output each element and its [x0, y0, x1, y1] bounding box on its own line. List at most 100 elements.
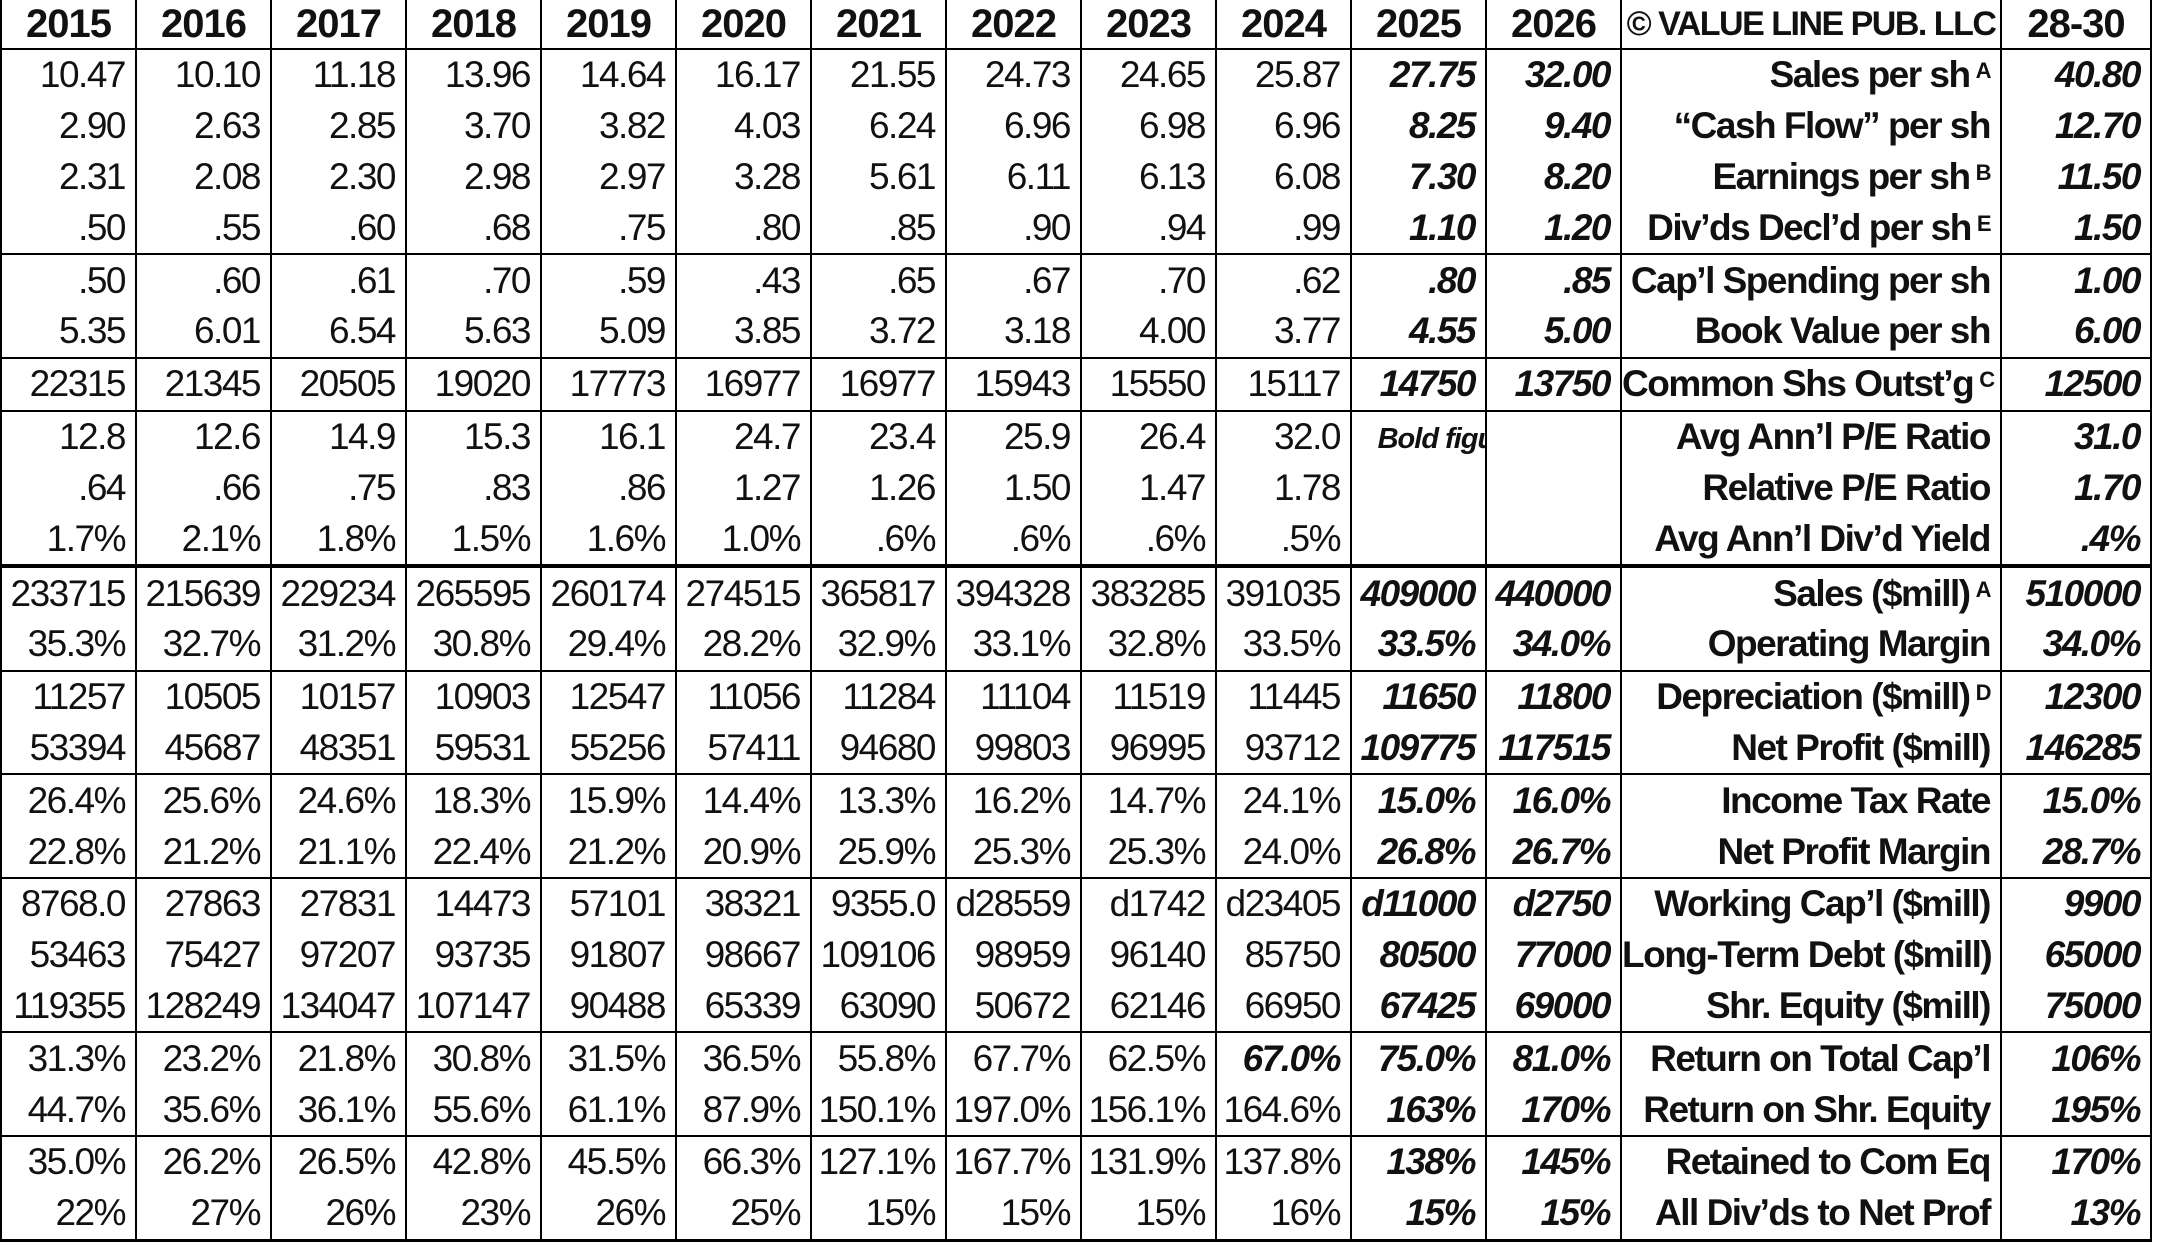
row-label-text: Earnings per sh — [1712, 156, 1971, 197]
row-label-text: Net Profit Margin — [1717, 830, 1991, 872]
data-cell: 14.64 — [540, 49, 677, 101]
data-cell: 8.20 — [1485, 151, 1622, 203]
data-cell: .64 — [0, 462, 137, 514]
data-cell: 383285 — [1080, 564, 1217, 619]
data-cell: 97207 — [270, 929, 407, 981]
data-cell: 35.6% — [135, 1084, 272, 1137]
data-cell: 26.8% — [1350, 826, 1487, 878]
data-cell: 1.0% — [675, 513, 812, 567]
data-cell: 1.26 — [810, 462, 947, 514]
table-row: 119355 128249 134047 107147 90488 65339 63090 5… — [0, 980, 2152, 1033]
data-cell: 12547 — [540, 669, 677, 723]
table-row: 53394 45687 48351 59531 55256 57411 94680 99803… — [0, 722, 2152, 775]
footnote-marker: A — [1975, 576, 1992, 602]
data-cell: 32.7% — [135, 618, 272, 671]
data-cell: 38321 — [675, 877, 812, 930]
row-label: Common Shs Outst’g C — [1620, 356, 2002, 411]
data-cell: 26.4 — [1080, 409, 1217, 463]
data-cell: 16.1 — [540, 409, 677, 463]
data-cell: 21.2% — [540, 826, 677, 878]
data-cell: 75.0% — [1350, 1031, 1487, 1085]
data-cell: 59531 — [405, 722, 542, 775]
data-cell: 16.17 — [675, 49, 812, 101]
data-cell: 3.70 — [405, 100, 542, 152]
data-cell: 131.9% — [1080, 1135, 1217, 1188]
data-cell: .55 — [135, 202, 272, 255]
data-cell: 156.1% — [1080, 1084, 1217, 1137]
row-label: Net Profit ($mill) — [1620, 722, 2002, 775]
data-cell: 33.5% — [1215, 618, 1352, 671]
data-cell: 61.1% — [540, 1084, 677, 1137]
data-cell: 11284 — [810, 669, 947, 723]
data-cell: 96140 — [1080, 929, 1217, 981]
row-label-text: “Cash Flow” per sh — [1673, 105, 1992, 147]
table-row: 26.4% 25.6% 24.6% 18.3% 15.9% 14.4% 13.3% 16.2%… — [0, 773, 2152, 827]
data-cell: Bold figures are Value Line estimates — [1350, 409, 1487, 463]
data-cell: 57101 — [540, 877, 677, 930]
projection-range-value: 6.00 — [2000, 306, 2152, 358]
data-cell: 32.8% — [1080, 618, 1217, 671]
data-cell: 11257 — [0, 669, 137, 723]
data-cell: 99803 — [945, 722, 1082, 775]
data-cell: 12.6 — [135, 409, 272, 463]
data-cell: 27% — [135, 1187, 272, 1242]
data-cell — [1485, 462, 1622, 514]
data-cell: 5.00 — [1485, 306, 1622, 358]
data-cell: 15% — [1485, 1187, 1622, 1242]
projection-range-value: 195% — [2000, 1084, 2152, 1137]
data-cell: 45.5% — [540, 1135, 677, 1188]
table-row: 44.7% 35.6% 36.1% 55.6% 61.1% 87.9% 150.1% 197.… — [0, 1084, 2152, 1137]
row-label-text: Retained to Com Eq — [1665, 1141, 1991, 1183]
footnote-marker: E — [1976, 210, 1992, 236]
projection-range-value: 12500 — [2000, 356, 2152, 411]
data-cell: 229234 — [270, 564, 407, 619]
data-cell — [1350, 462, 1487, 514]
row-label-text: Working Cap’l ($mill) — [1654, 883, 1991, 925]
year-header: 2020 — [675, 0, 812, 50]
row-label: “Cash Flow” per sh — [1620, 100, 2002, 152]
data-cell: 1.7% — [0, 513, 137, 567]
row-label: All Div’ds to Net Prof — [1620, 1187, 2002, 1242]
data-cell: 11445 — [1215, 669, 1352, 723]
row-label-text: Depreciation ($mill) — [1656, 676, 1971, 718]
data-cell: 11800 — [1485, 669, 1622, 723]
projection-range-value: 146285 — [2000, 722, 2152, 775]
data-cell: 11.18 — [270, 49, 407, 101]
data-cell: 16977 — [675, 356, 812, 411]
row-label: Cap’l Spending per sh — [1620, 253, 2002, 307]
data-cell: 24.7 — [675, 409, 812, 463]
data-cell: .67 — [945, 253, 1082, 307]
row-label-text: Cap’l Spending per sh — [1630, 259, 1992, 301]
data-cell: 2.85 — [270, 100, 407, 152]
data-cell: 21.2% — [135, 826, 272, 878]
data-cell: 119355 — [0, 980, 137, 1033]
year-header-row: 2015 2016 2017 2018 2019 2020 2021 2022 2023 2024… — [0, 0, 2152, 50]
data-cell: 15% — [810, 1187, 947, 1242]
row-label: Earnings per sh B — [1620, 151, 2002, 203]
row-label-text: All Div’ds to Net Prof — [1655, 1192, 1991, 1234]
data-cell: d28559 — [945, 877, 1082, 930]
row-label-text: Relative P/E Ratio — [1702, 466, 1991, 508]
table-row: .50.60.61.70.59.43.65.67.70.62.80.85 Cap’… — [0, 253, 2152, 307]
data-cell: 55.8% — [810, 1031, 947, 1085]
data-cell: .75 — [540, 202, 677, 255]
data-cell: 6.08 — [1215, 151, 1352, 203]
data-cell: 13.3% — [810, 773, 947, 827]
data-cell: 6.24 — [810, 100, 947, 152]
row-label-text: Avg Ann’l Div’d Yield — [1654, 517, 1991, 559]
data-cell: 2.31 — [0, 151, 137, 203]
data-cell: 33.1% — [945, 618, 1082, 671]
data-cell: 128249 — [135, 980, 272, 1033]
data-cell: 5.63 — [405, 306, 542, 358]
table-row: 10.47 10.10 11.18 13.96 14.64 16.17 21.55 24.73… — [0, 49, 2152, 101]
row-label: Long-Term Debt ($mill) — [1620, 929, 2002, 981]
data-cell: 164.6% — [1215, 1084, 1352, 1137]
data-cell: 98959 — [945, 929, 1082, 981]
row-label: Book Value per sh — [1620, 306, 2002, 358]
row-label-text: Income Tax Rate — [1721, 779, 1991, 821]
data-cell: 53394 — [0, 722, 137, 775]
row-label: Income Tax Rate — [1620, 773, 2002, 827]
table-row: 53463 75427 97207 93735 91807 98667 109106 9895… — [0, 929, 2152, 981]
estimates-note: Bold figures are Value Line estimates — [1377, 422, 1484, 463]
data-cell: 34.0% — [1485, 618, 1622, 671]
